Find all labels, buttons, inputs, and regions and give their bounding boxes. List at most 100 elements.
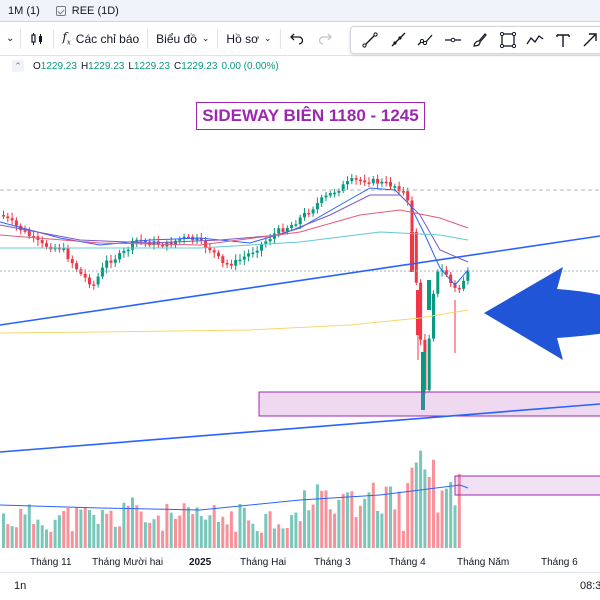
- volume-bar: [290, 515, 294, 548]
- lower-trend-line: [0, 403, 600, 453]
- fx-icon: fx: [62, 30, 71, 47]
- volume-ma-line: [0, 484, 469, 511]
- legend-open-value: 1229.23: [40, 60, 77, 72]
- candle-body: [337, 190, 341, 193]
- volume-bar: [341, 493, 345, 548]
- volume-bar: [208, 515, 212, 548]
- support-zone: [258, 391, 600, 417]
- volume-bar: [139, 511, 143, 548]
- blue-arrow-icon: [484, 267, 600, 360]
- volume-bar: [49, 531, 53, 548]
- redo-button[interactable]: [311, 22, 341, 56]
- volume-bar: [40, 525, 44, 548]
- volume-bar: [45, 529, 48, 548]
- volume-bar: [380, 513, 384, 548]
- candle-body: [6, 216, 10, 219]
- chart-style-button[interactable]: [21, 22, 53, 56]
- volume-bar: [333, 513, 337, 548]
- volume-bar: [169, 512, 173, 548]
- legend-toggle-icon[interactable]: ⌃: [12, 60, 24, 72]
- volume-bar: [92, 514, 96, 548]
- candle-body: [311, 209, 315, 214]
- candle-body: [333, 192, 337, 195]
- candle-body: [354, 178, 358, 180]
- volume-bar: [10, 526, 14, 548]
- volume-bar: [247, 520, 251, 548]
- volume-bar: [397, 491, 401, 548]
- volume-bar: [358, 505, 362, 548]
- volume-bar: [105, 513, 109, 548]
- volume-bar: [367, 492, 371, 548]
- path-tool[interactable]: [522, 27, 548, 53]
- volume-bar: [320, 490, 324, 548]
- volume-bar: [255, 531, 259, 548]
- volume-bar: [23, 514, 27, 548]
- candle-body: [109, 260, 113, 263]
- volume-bar: [410, 467, 414, 548]
- candle-body: [449, 274, 453, 284]
- volume-bar: [2, 513, 5, 548]
- volume-bar: [186, 507, 190, 548]
- profile-dropdown[interactable]: Hồ sơ ⌄: [218, 22, 279, 56]
- volume-bar: [406, 483, 410, 548]
- candle-body: [367, 182, 371, 184]
- candle-body: [328, 193, 332, 196]
- candle-body: [268, 238, 272, 242]
- candle-body: [23, 230, 27, 232]
- candle-body: [320, 197, 324, 204]
- volume-bar: [83, 507, 87, 548]
- tab-1m[interactable]: 1M (1): [0, 0, 48, 22]
- collapse-button[interactable]: ⌄: [0, 22, 20, 56]
- volume-bar: [143, 522, 147, 548]
- ray-tool[interactable]: [385, 27, 411, 53]
- volume-bar: [66, 507, 70, 548]
- volume-bar: [178, 515, 182, 548]
- candle-body: [161, 244, 165, 247]
- brush-tool[interactable]: [467, 27, 493, 53]
- volume-bar: [432, 459, 435, 548]
- candle-body: [208, 247, 212, 251]
- volume-bar: [161, 530, 165, 548]
- text-tool[interactable]: [550, 27, 576, 53]
- undo-button[interactable]: [281, 22, 311, 56]
- volume-bar: [221, 516, 225, 548]
- candle-body: [182, 236, 186, 239]
- legend-low-value: 1229.23: [133, 60, 171, 72]
- volume-bar: [156, 515, 160, 548]
- rectangle-tool[interactable]: [495, 27, 521, 53]
- legend-close-label: C: [174, 60, 182, 72]
- candle-body: [105, 260, 109, 268]
- sideway-annotation[interactable]: SIDEWAY BIÊN 1180 - 1245: [196, 102, 425, 130]
- candle-body: [199, 237, 203, 241]
- indicators-button[interactable]: fx Các chỉ báo: [54, 22, 147, 56]
- toolbar-divider: [53, 28, 55, 49]
- legend-high-label: H: [80, 60, 89, 72]
- volume-bar: [260, 532, 263, 548]
- volume-bar: [234, 531, 238, 548]
- price-chart[interactable]: Tháng 11 Tháng Mười hai 2025 Tháng Hai Tháng…: [0, 56, 600, 572]
- chart-type-dropdown[interactable]: Biểu đồ ⌄: [148, 22, 217, 56]
- overlay-layer: [0, 187, 600, 511]
- trend-line-tool[interactable]: [357, 27, 383, 53]
- candle-body: [96, 276, 100, 285]
- range-button-1n[interactable]: 1n: [14, 580, 27, 592]
- candle-body: [397, 186, 401, 192]
- arrow-tool[interactable]: [577, 27, 600, 53]
- tab-ree[interactable]: REE (1D): [48, 0, 127, 22]
- volume-bar: [346, 492, 349, 548]
- volume-bar: [199, 516, 203, 548]
- candle-body: [255, 250, 259, 253]
- volume-bar: [444, 488, 448, 548]
- volume-bar: [242, 507, 246, 548]
- candle-body: [406, 191, 410, 201]
- volume-bar: [457, 473, 461, 548]
- candle-body: [70, 259, 74, 264]
- horizontal-line-tool[interactable]: [440, 27, 466, 53]
- ma-long-line: [0, 209, 469, 246]
- candle-body: [389, 181, 392, 187]
- volume-bar: [328, 509, 332, 548]
- extended-line-tool[interactable]: [412, 27, 438, 53]
- x-axis-label: Tháng Hai: [240, 557, 286, 568]
- candle-body: [444, 270, 448, 275]
- x-axis-label: Tháng Năm: [457, 557, 509, 568]
